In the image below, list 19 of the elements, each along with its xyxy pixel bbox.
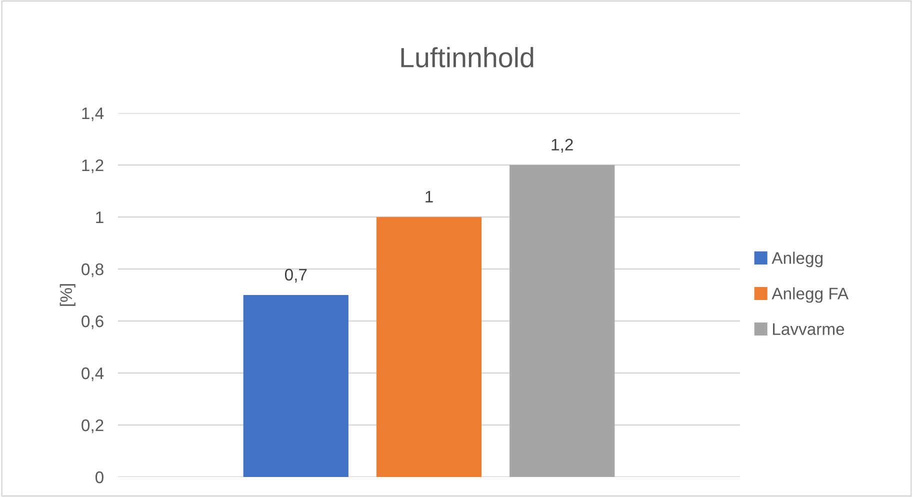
y-tick-label: 0 bbox=[95, 471, 104, 484]
y-tick-label: 0,8 bbox=[82, 263, 104, 278]
legend-label: Lavvarme bbox=[773, 323, 844, 336]
data-label: 1 bbox=[426, 190, 433, 202]
y-axis-title: [%] bbox=[60, 284, 76, 306]
data-label: 0,7 bbox=[284, 268, 307, 283]
y-tick-label: 0,4 bbox=[82, 367, 104, 382]
data-label: 1,2 bbox=[552, 138, 573, 153]
legend-label: Anlegg bbox=[772, 252, 822, 268]
y-tick-label: 1,2 bbox=[82, 159, 104, 174]
bar bbox=[510, 165, 615, 477]
y-tick-label: 0,6 bbox=[82, 315, 104, 330]
y-tick-label: 0,2 bbox=[82, 419, 104, 434]
legend-label: Anlegg FA bbox=[772, 287, 849, 303]
y-tick-label: 1,4 bbox=[82, 108, 104, 122]
bar bbox=[243, 295, 348, 477]
chart-title: Luftinnhold bbox=[401, 47, 534, 68]
y-tick-label: 1 bbox=[96, 212, 104, 224]
bar bbox=[376, 217, 482, 477]
